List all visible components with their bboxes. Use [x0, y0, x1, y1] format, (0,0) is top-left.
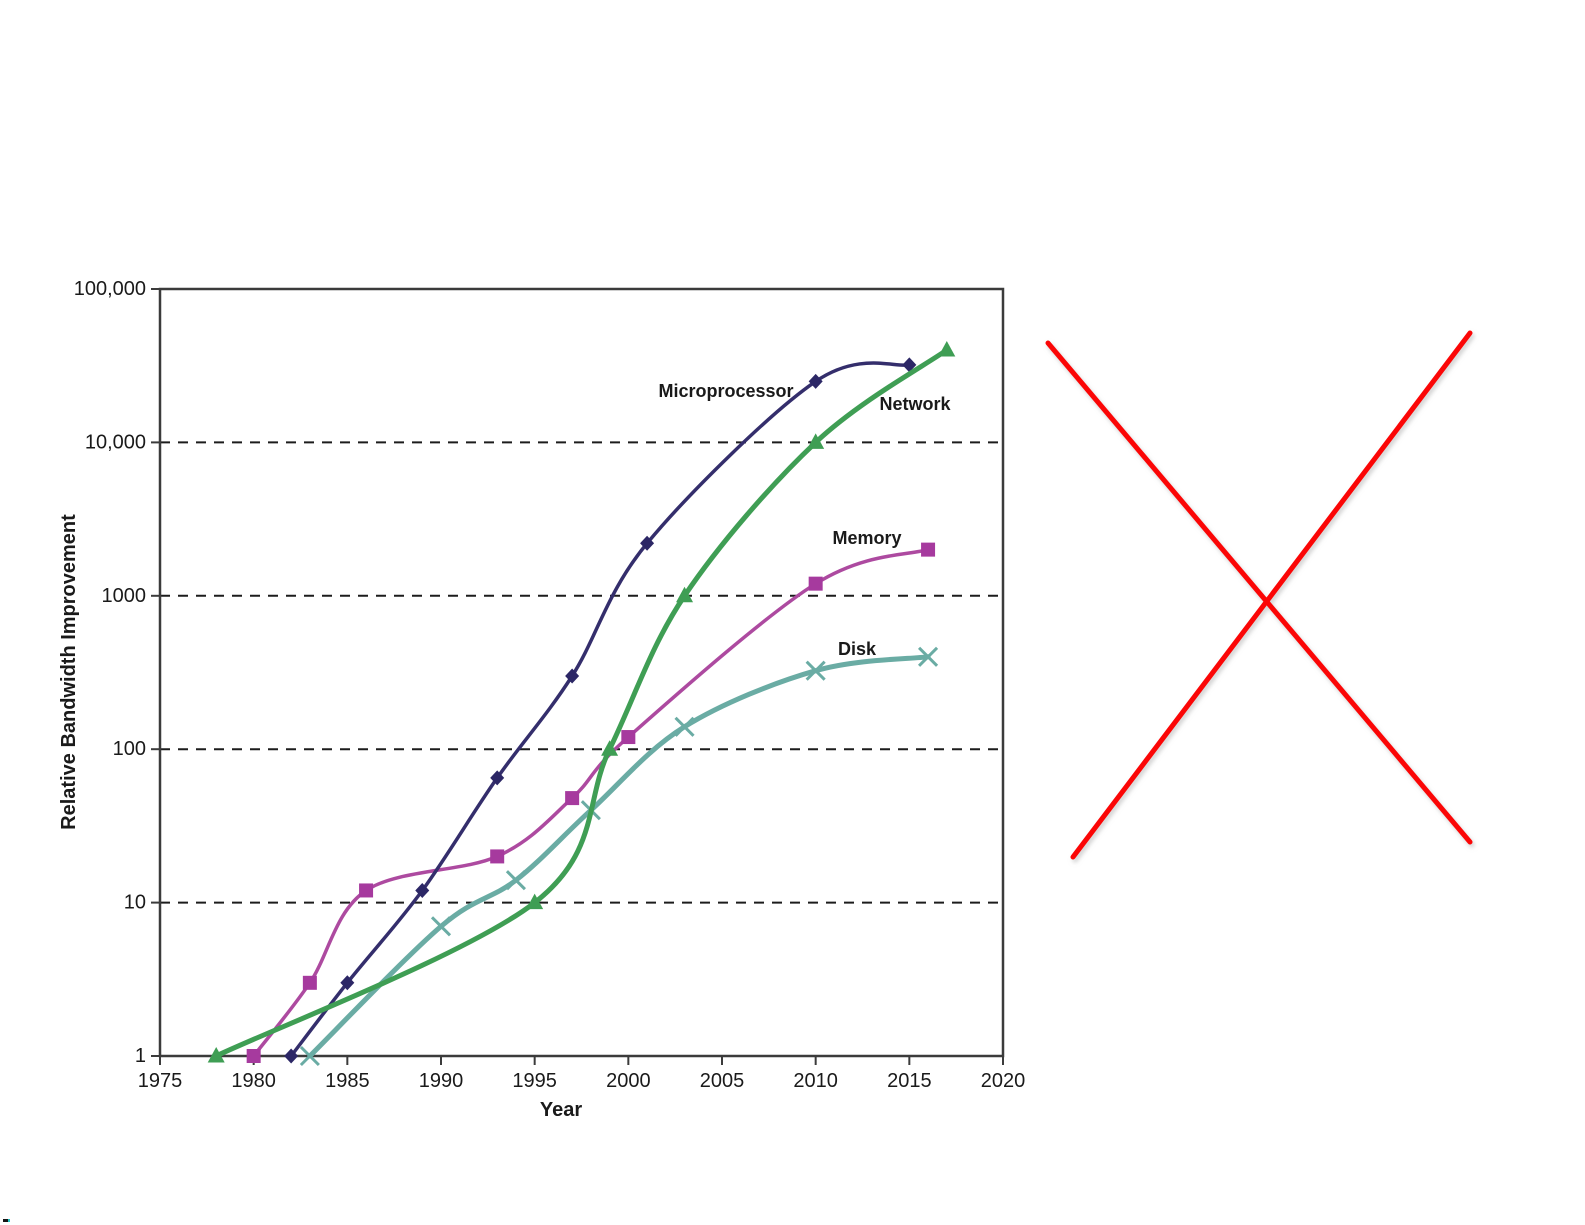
series-disk: [299, 646, 939, 1067]
artifact-dot: [3, 1219, 8, 1222]
y-tick-label: 10,000: [85, 431, 146, 453]
series-label-memory: Memory: [832, 528, 901, 548]
series-label-network: Network: [879, 394, 951, 414]
series-microprocessor-marker-diamond: [565, 668, 580, 684]
series-disk-marker-x: [805, 660, 826, 681]
axes-layer: [158, 287, 1005, 1058]
series-microprocessor-marker-diamond: [808, 373, 823, 389]
series-label-disk: Disk: [838, 639, 877, 659]
x-tick-label: 1995: [512, 1070, 557, 1092]
series-network-marker-triangle: [807, 433, 825, 449]
x-tick-label: 1990: [419, 1070, 464, 1092]
series-disk-marker-x: [918, 646, 939, 667]
x-axis-title: Year: [540, 1099, 582, 1121]
series-memory: [246, 542, 936, 1063]
x-tick-label: 2010: [793, 1070, 838, 1092]
series-network-marker-triangle: [526, 893, 544, 910]
series-network-marker-triangle: [676, 586, 694, 603]
series-network-marker-triangle: [938, 341, 956, 357]
series-memory-marker-square: [246, 1049, 261, 1063]
y-tick-label: 10: [124, 892, 146, 914]
series-memory-marker-square: [490, 849, 505, 864]
y-tick-label: 1000: [102, 585, 147, 607]
y-tick-label: 100,000: [74, 278, 146, 300]
series-memory-marker-square: [621, 730, 636, 745]
series-memory-marker-square: [565, 791, 580, 806]
series-disk-line: [307, 654, 931, 1059]
series-microprocessor: [284, 357, 917, 1064]
tick-layer: 1975 1980 1985 1990 1995 2000 2005 2010 2015 2020…: [74, 278, 1026, 1092]
series-microprocessor-marker-diamond: [640, 535, 655, 551]
y-tick-label: 100: [113, 738, 146, 760]
series-microprocessor-line: [289, 361, 912, 1058]
red-cross-annotation: [1045, 330, 1473, 860]
plot-frame: [158, 287, 1005, 1058]
series-memory-marker-square: [302, 975, 317, 990]
series-network-marker-triangle: [601, 740, 619, 756]
series-microprocessor-marker-diamond: [415, 882, 430, 898]
series-label-microprocessor: Microprocessor: [658, 381, 793, 401]
x-tick-label: 2005: [700, 1070, 745, 1092]
artifact-dot-accent: [8, 1219, 10, 1222]
series-microprocessor-marker-diamond: [284, 1048, 299, 1064]
series-microprocessor-marker-diamond: [340, 975, 355, 991]
page-artifact-dot: [3, 1219, 10, 1222]
x-tick-label: 2020: [981, 1070, 1026, 1092]
series-network: [207, 341, 956, 1063]
series-memory-marker-square: [921, 542, 936, 557]
series-disk-marker-x: [505, 870, 526, 891]
x-tick-label: 2015: [887, 1070, 932, 1092]
series-disk-marker-x: [299, 1045, 320, 1067]
series-microprocessor-marker-diamond: [902, 357, 917, 373]
grid-layer: [160, 441, 1003, 904]
x-tick-label: 1980: [231, 1070, 276, 1092]
series-memory-line: [251, 547, 930, 1058]
y-axis-title: Relative Bandwidth Improvement: [58, 514, 80, 830]
series-memory-marker-square: [359, 883, 374, 898]
x-tick-label: 1985: [325, 1070, 370, 1092]
red-cross-stroke-2: [1070, 330, 1473, 860]
x-tick-label: 1975: [138, 1070, 183, 1092]
x-tick-label: 2000: [606, 1070, 651, 1092]
series-memory-marker-square: [808, 576, 823, 591]
red-cross-stroke-1: [1045, 340, 1473, 845]
series-network-marker-triangle: [207, 1047, 225, 1063]
series-microprocessor-marker-diamond: [490, 770, 505, 786]
series-disk-marker-x: [674, 716, 695, 737]
y-tick-label: 1: [135, 1045, 146, 1067]
series-disk-marker-x: [430, 916, 452, 937]
series-layer: [207, 341, 956, 1067]
labels-layer: Microprocessor Network Memory Disk Year …: [58, 381, 951, 1121]
